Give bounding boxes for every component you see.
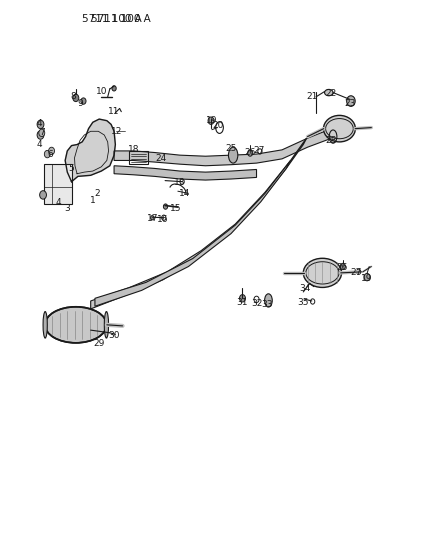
Polygon shape [114,166,256,180]
Circle shape [39,129,45,136]
Circle shape [73,94,79,102]
Circle shape [151,216,154,220]
Polygon shape [65,119,116,182]
Text: 10: 10 [95,87,107,96]
Polygon shape [114,128,350,166]
Text: 2: 2 [94,189,100,198]
Text: 3: 3 [65,204,70,213]
Text: 22: 22 [325,89,336,98]
Text: 26: 26 [336,263,347,272]
Circle shape [340,263,345,270]
Circle shape [247,150,253,156]
Bar [129,151,148,164]
Text: 4: 4 [56,198,62,207]
Text: 20: 20 [213,122,224,131]
Text: 26: 26 [244,148,256,157]
Text: 5711 100 A: 5711 100 A [82,14,142,25]
Text: 6: 6 [48,150,53,159]
Ellipse shape [324,90,333,96]
Circle shape [49,147,54,155]
Ellipse shape [303,259,342,287]
Text: 28: 28 [325,136,337,145]
Circle shape [37,131,44,139]
Circle shape [240,295,246,302]
Text: 7: 7 [39,128,45,138]
Text: 17: 17 [147,214,158,223]
Text: 15: 15 [170,204,181,213]
Text: 12: 12 [110,127,122,136]
Text: 21: 21 [306,92,318,101]
Circle shape [45,150,50,158]
Text: 25: 25 [225,144,237,154]
Ellipse shape [45,307,107,343]
Text: 29: 29 [93,339,105,348]
Circle shape [40,191,47,199]
Ellipse shape [43,312,48,338]
Text: 1: 1 [90,196,96,205]
Text: 13: 13 [174,178,186,187]
Text: 24: 24 [155,154,166,163]
Text: 23: 23 [345,99,356,108]
Ellipse shape [104,312,109,338]
Text: 34: 34 [300,284,311,293]
Circle shape [208,117,214,124]
Text: 5: 5 [68,164,74,173]
Circle shape [37,120,44,128]
Circle shape [112,86,116,91]
Text: 32: 32 [251,299,262,308]
Text: 27: 27 [253,147,265,156]
Polygon shape [95,160,291,306]
Ellipse shape [265,294,272,307]
Text: 4: 4 [37,140,42,149]
Text: 14: 14 [178,189,190,198]
Text: 33: 33 [262,300,273,309]
Text: 9: 9 [77,99,83,108]
Circle shape [347,96,355,107]
Text: 30: 30 [108,331,120,340]
Text: 4: 4 [37,119,42,128]
Ellipse shape [229,147,238,163]
Circle shape [364,273,370,281]
Text: 35: 35 [297,298,309,307]
Text: 19: 19 [361,273,373,282]
Text: 27: 27 [351,268,362,277]
Text: 31: 31 [236,297,247,306]
Circle shape [81,98,86,104]
Text: 11: 11 [108,107,120,116]
Text: 16: 16 [157,215,169,224]
Text: 19: 19 [206,116,217,125]
Text: 8: 8 [71,92,77,101]
Text: 18: 18 [128,146,139,155]
Circle shape [163,204,168,209]
Ellipse shape [324,115,355,142]
Polygon shape [91,136,308,309]
Bar [44,164,71,204]
Text: 5711 100 A: 5711 100 A [91,14,150,25]
